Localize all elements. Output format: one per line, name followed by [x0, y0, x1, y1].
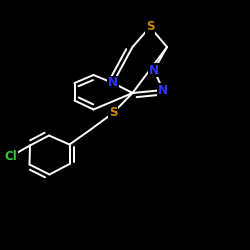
Text: N: N — [158, 84, 168, 96]
Text: S: S — [109, 106, 117, 120]
Text: N: N — [108, 76, 118, 90]
Text: Cl: Cl — [4, 150, 18, 163]
Text: S: S — [146, 20, 154, 34]
Text: N: N — [149, 64, 159, 76]
